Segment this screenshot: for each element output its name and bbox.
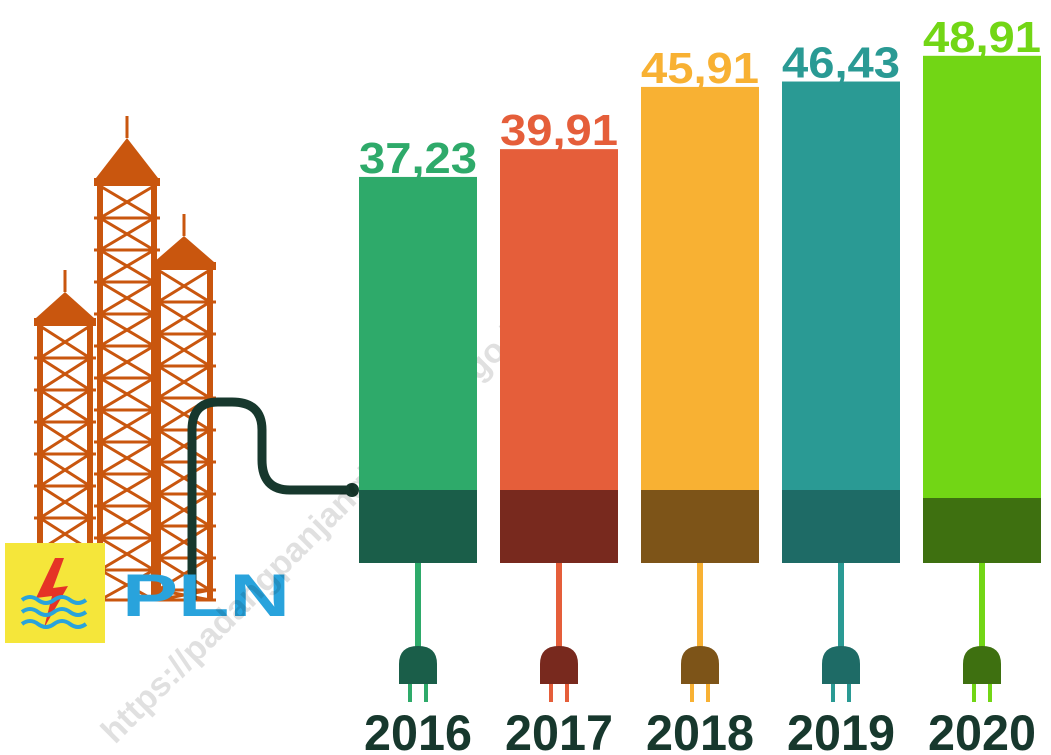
value-label: 39,91 bbox=[500, 106, 618, 155]
tower-lattice bbox=[152, 364, 216, 400]
tower-lattice bbox=[152, 300, 216, 336]
tower-lattice bbox=[94, 376, 160, 412]
tower-lattice bbox=[94, 184, 160, 220]
cable-end bbox=[345, 483, 359, 497]
tower-lattice bbox=[94, 504, 160, 540]
bar-base bbox=[641, 490, 759, 563]
plug-prongs bbox=[408, 684, 428, 702]
tower-lattice bbox=[152, 492, 216, 528]
tower-cap bbox=[94, 178, 160, 186]
tower-roof bbox=[96, 138, 158, 178]
tower-lattice bbox=[34, 452, 96, 488]
x-tick-label: 2020 bbox=[928, 705, 1036, 755]
value-label: 48,91 bbox=[923, 13, 1041, 62]
value-label: 46,43 bbox=[782, 39, 900, 88]
tower-lattice bbox=[152, 268, 216, 304]
bar-group: 48,91 2020 bbox=[923, 13, 1041, 755]
tower-lattice bbox=[152, 460, 216, 496]
tower-legs bbox=[97, 178, 157, 600]
plug-head bbox=[681, 646, 719, 684]
bar-base bbox=[782, 490, 900, 563]
value-label: 37,23 bbox=[359, 134, 477, 183]
plug-prongs bbox=[972, 684, 992, 702]
x-tick-label: 2019 bbox=[787, 705, 895, 755]
bar-group: 46,43 2019 bbox=[782, 39, 900, 755]
tower-lattice bbox=[152, 588, 216, 602]
logo-waves bbox=[20, 595, 88, 629]
x-tick-label: 2017 bbox=[505, 705, 613, 755]
bar-group: 37,23 2016 bbox=[359, 134, 477, 755]
plug-prongs bbox=[690, 684, 710, 702]
bar bbox=[782, 81, 900, 563]
bar bbox=[923, 55, 1041, 564]
plug-prongs bbox=[549, 684, 569, 702]
tower-lattice bbox=[94, 312, 160, 348]
value-label: 45,91 bbox=[641, 44, 759, 93]
bar-group: 45,91 2018 bbox=[641, 44, 759, 755]
plug-head bbox=[963, 646, 1001, 684]
plug-head bbox=[399, 646, 437, 684]
tower-lattice bbox=[94, 344, 160, 380]
logo-bolt bbox=[36, 558, 68, 628]
bar-base bbox=[500, 490, 618, 563]
x-tick-label: 2016 bbox=[364, 705, 472, 755]
tower-legs bbox=[155, 262, 213, 600]
bar-base bbox=[923, 498, 1041, 563]
tower-lattice bbox=[34, 356, 96, 392]
bar-group: 39,91 2017 bbox=[500, 106, 618, 755]
plug-head bbox=[822, 646, 860, 684]
cable bbox=[187, 397, 352, 600]
bar bbox=[641, 86, 759, 563]
tower-lattice bbox=[94, 472, 160, 508]
plug-prongs bbox=[831, 684, 851, 702]
tower-roof bbox=[154, 236, 214, 262]
x-tick-label: 2018 bbox=[646, 705, 754, 755]
tower-cap bbox=[34, 318, 96, 326]
tower-lattice bbox=[34, 484, 96, 520]
tower-lattice bbox=[94, 216, 160, 252]
tower-lattice bbox=[34, 388, 96, 424]
tower-lattice bbox=[152, 332, 216, 368]
tower-lattice bbox=[34, 324, 96, 360]
logo-text: PLN bbox=[122, 562, 290, 629]
plug-head bbox=[540, 646, 578, 684]
tower-lattice bbox=[94, 440, 160, 476]
tower-roof bbox=[36, 292, 94, 318]
bar-base bbox=[359, 490, 477, 563]
tower-lattice bbox=[152, 428, 216, 464]
tower-lattice bbox=[94, 248, 160, 284]
tower-lattice bbox=[94, 408, 160, 444]
tower-cap bbox=[152, 262, 216, 270]
tower-lattice bbox=[34, 420, 96, 456]
tower-lattice bbox=[152, 524, 216, 560]
tower-lattice bbox=[94, 280, 160, 316]
